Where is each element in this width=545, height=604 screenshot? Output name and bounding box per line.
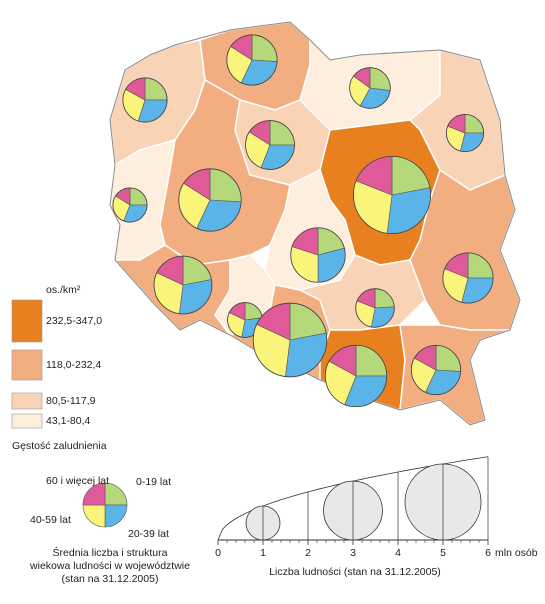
pie-outline xyxy=(355,288,395,328)
scale-tick-label: 6 xyxy=(485,547,491,559)
density-swatch xyxy=(11,349,43,381)
pie-outline xyxy=(252,302,328,378)
density-swatch xyxy=(11,392,43,410)
pie-outline xyxy=(112,187,148,223)
age-group-label: 60 i więcej lat xyxy=(46,475,109,487)
age-caption: (stan na 31.12.2005) xyxy=(62,573,159,585)
density-label: 118,0-232,4 xyxy=(46,359,101,371)
age-group-label: 20-39 lat xyxy=(128,528,169,540)
density-label: 43,1-80,4 xyxy=(46,415,91,427)
density-swatch xyxy=(11,413,43,429)
scale-unit: mln osób xyxy=(495,547,538,559)
age-caption: wiekowa ludności w województwie xyxy=(29,560,190,572)
pie-wedge xyxy=(104,504,128,528)
pie-outline xyxy=(290,227,346,283)
scale-caption: Liczba ludności (stan na 31.12.2005) xyxy=(269,566,441,578)
pie-wedge xyxy=(82,482,106,506)
pie-wedge xyxy=(104,482,128,506)
pie-outline xyxy=(442,252,494,304)
pie-outline xyxy=(122,77,168,123)
pie-outline xyxy=(410,344,462,396)
scale-tick-label: 0 xyxy=(215,547,221,559)
pie-outline xyxy=(352,155,432,235)
legend: os./km² Gęstość zaludnienia Średnia licz… xyxy=(11,284,538,585)
pie-outline xyxy=(324,344,388,408)
pies xyxy=(112,34,494,408)
pie-outline xyxy=(153,255,213,315)
age-group-label: 0-19 lat xyxy=(136,476,171,488)
density-label: 232,5-347,0 xyxy=(46,315,102,327)
pie-outline xyxy=(349,67,391,109)
density-title: Gęstość zaludnienia xyxy=(12,440,107,452)
pie-outline xyxy=(445,113,485,153)
pie-outline xyxy=(245,120,295,170)
scale-tick-label: 2 xyxy=(305,547,311,559)
scale-tick-label: 4 xyxy=(395,547,401,559)
pie-wedge xyxy=(82,504,106,528)
pie-outline xyxy=(226,34,278,86)
country-outline xyxy=(109,21,521,426)
density-label: 80,5-117,9 xyxy=(46,395,96,407)
density-swatch xyxy=(11,299,43,343)
age-group-label: 40-59 lat xyxy=(30,514,71,526)
density-unit: os./km² xyxy=(46,284,81,296)
scale-tick-label: 1 xyxy=(260,547,266,559)
scale-tick-label: 3 xyxy=(350,547,356,559)
age-caption: Średnia liczba i struktura xyxy=(53,546,168,559)
scale-tick-label: 5 xyxy=(440,547,446,559)
pie-outline xyxy=(178,168,242,232)
